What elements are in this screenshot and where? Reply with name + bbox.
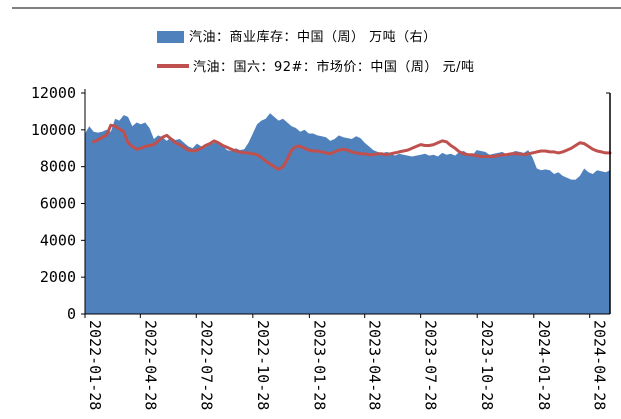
x-tick-label: 2023-04-28 [366, 320, 384, 410]
x-tick-label: 2023-07-28 [422, 320, 440, 410]
legend-label-inventory: 汽油：商业库存：中国（周） 万吨（右） [189, 30, 437, 45]
legend-swatch-inventory [157, 31, 184, 43]
legend-row-area: 汽油：商业库存：中国（周） 万吨（右） [0, 20, 621, 48]
y-tick-label: 0 [67, 305, 76, 323]
y-tick-label: 2000 [40, 268, 76, 286]
x-tick-label: 2024-04-28 [591, 320, 609, 410]
x-tick-label: 2022-07-28 [197, 320, 215, 410]
inventory-area-series [85, 113, 610, 314]
x-tick-label: 2022-04-28 [141, 320, 159, 410]
axes: 0 2000 4000 6000 8000 10000 12000 2022-01-28 202… [31, 84, 611, 410]
price-line-layer [92, 123, 612, 171]
y-tick-label: 10000 [31, 121, 76, 139]
x-tick-label: 2022-10-28 [254, 320, 272, 410]
x-tick-label: 2023-10-28 [478, 320, 496, 410]
inventory-area-layer [85, 113, 610, 314]
legend-label-price: 汽油：国六：92#：市场价：中国（周） 元/吨 [193, 60, 475, 75]
legend-swatch-price [157, 64, 189, 68]
price-line-series [92, 123, 612, 171]
y-tick-label: 12000 [31, 84, 76, 102]
y-tick-label: 8000 [40, 158, 76, 176]
y-tick-label: 6000 [40, 195, 76, 213]
x-tick-label: 2024-01-28 [535, 320, 553, 410]
x-tick-label: 2022-01-28 [86, 320, 104, 410]
y-tick-label: 4000 [40, 231, 76, 249]
x-tick-label: 2023-01-28 [310, 320, 328, 410]
legend-row-line: 汽油：国六：92#：市场价：中国（周） 元/吨 [0, 50, 621, 78]
